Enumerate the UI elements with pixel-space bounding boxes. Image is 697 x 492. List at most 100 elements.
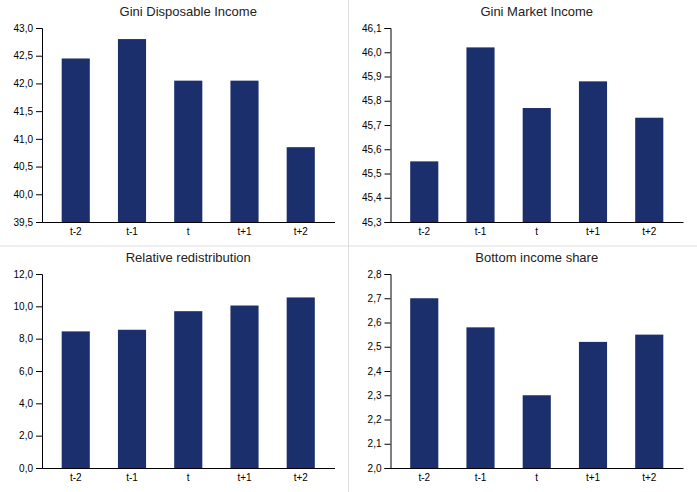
y-tick: 2,3 bbox=[368, 390, 391, 401]
tick-mark bbox=[36, 83, 42, 84]
bar bbox=[118, 330, 146, 468]
y-tick: 39,5 bbox=[14, 217, 42, 228]
x-tick: t+2 bbox=[294, 226, 309, 237]
tick-label: t+2 bbox=[294, 226, 309, 237]
x-tick: t bbox=[187, 226, 190, 237]
tick-label: 2,7 bbox=[368, 293, 382, 304]
bar bbox=[635, 335, 663, 468]
axis-line bbox=[43, 468, 336, 469]
axis-line bbox=[36, 275, 43, 469]
tick-mark bbox=[385, 28, 391, 29]
bars bbox=[62, 297, 315, 468]
tick-label: 2,8 bbox=[368, 269, 382, 280]
chart-root: 39,540,040,541,041,542,042,543,0t-2t-1tt… bbox=[0, 0, 697, 492]
tick-mark bbox=[385, 174, 391, 175]
tick-mark bbox=[36, 468, 42, 469]
tick-label: 2,0 bbox=[368, 463, 382, 474]
tick-mark bbox=[385, 371, 391, 372]
tick-label: t+1 bbox=[586, 226, 601, 237]
tick-label: 12,0 bbox=[14, 269, 34, 280]
bar bbox=[230, 81, 258, 222]
y-axis: 2,02,12,22,32,42,52,62,72,8 bbox=[368, 269, 391, 474]
y-tick: 42,5 bbox=[14, 50, 42, 61]
bar bbox=[230, 306, 258, 468]
title: Gini Disposable Income bbox=[120, 4, 257, 19]
y-tick: 45,3 bbox=[362, 217, 390, 228]
y-tick: 40,0 bbox=[14, 189, 42, 200]
x-tick: t+2 bbox=[294, 472, 309, 483]
tick-label: 2,2 bbox=[368, 414, 382, 425]
tick-label: t+2 bbox=[642, 472, 657, 483]
tick-label: t-2 bbox=[70, 472, 82, 483]
tick-label: 41,0 bbox=[14, 134, 34, 145]
tick-label: 0,0 bbox=[19, 463, 33, 474]
title: Bottom income share bbox=[475, 250, 598, 265]
separator bbox=[0, 246, 697, 247]
y-tick: 2,2 bbox=[368, 414, 391, 425]
y-tick: 2,6 bbox=[368, 317, 391, 328]
tick-mark bbox=[36, 403, 42, 404]
axis-line bbox=[391, 222, 684, 223]
y-tick: 45,9 bbox=[362, 71, 390, 82]
y-tick: 2,4 bbox=[368, 366, 391, 377]
tick-label: 39,5 bbox=[14, 217, 34, 228]
bar bbox=[174, 311, 202, 468]
tick-mark bbox=[385, 222, 391, 223]
y-tick: 42,0 bbox=[14, 78, 42, 89]
tick-label: 42,0 bbox=[14, 78, 34, 89]
tick-mark bbox=[385, 444, 391, 445]
y-tick: 2,7 bbox=[368, 293, 391, 304]
tick-mark bbox=[36, 274, 42, 275]
tick-label: t bbox=[535, 472, 538, 483]
x-tick: t-1 bbox=[126, 226, 138, 237]
y-tick: 45,4 bbox=[362, 192, 390, 203]
tick-mark bbox=[385, 149, 391, 150]
y-tick: 45,6 bbox=[362, 144, 390, 155]
tick-mark bbox=[385, 298, 391, 299]
bar bbox=[287, 297, 315, 468]
tick-mark bbox=[385, 52, 391, 53]
tick-label: 46,1 bbox=[362, 23, 382, 34]
axis-line bbox=[385, 29, 392, 223]
x-axis: t-2t-1tt+1t+2 bbox=[43, 469, 336, 484]
tick-label: 2,0 bbox=[19, 430, 33, 441]
tick-label: t+1 bbox=[586, 472, 601, 483]
x-tick: t+1 bbox=[586, 226, 601, 237]
tick-mark bbox=[385, 347, 391, 348]
x-tick: t+2 bbox=[642, 472, 657, 483]
x-tick: t-2 bbox=[418, 472, 430, 483]
y-tick: 10,0 bbox=[14, 301, 42, 312]
bar bbox=[523, 108, 551, 222]
title: Gini Market Income bbox=[480, 4, 593, 19]
bar bbox=[635, 118, 663, 222]
y-tick: 2,0 bbox=[368, 463, 391, 474]
x-axis: t-2 t-1 t t+1 t+2 bbox=[391, 469, 684, 484]
tick-label: 2,3 bbox=[368, 390, 382, 401]
axis-line bbox=[43, 222, 336, 223]
bars bbox=[410, 47, 663, 222]
tick-label: 45,4 bbox=[362, 192, 382, 203]
bar bbox=[579, 342, 607, 468]
tick-mark bbox=[36, 28, 42, 29]
tick-label: t-1 bbox=[126, 472, 138, 483]
x-tick: t-1 bbox=[475, 472, 487, 483]
x-tick: t+1 bbox=[237, 472, 252, 483]
x-tick: t-1 bbox=[475, 226, 487, 237]
y-tick: 45,8 bbox=[362, 95, 390, 106]
tick-label: t-2 bbox=[418, 472, 430, 483]
x-axis: t-2t-1tt+1t+2 bbox=[43, 223, 336, 238]
panel: 0,02,04,06,08,010,012,0t-2t-1tt+1t+2Rela… bbox=[14, 250, 335, 483]
tick-mark bbox=[385, 468, 391, 469]
tick-label: 10,0 bbox=[14, 301, 34, 312]
x-tick: t bbox=[535, 472, 538, 483]
tick-mark bbox=[385, 274, 391, 275]
tick-label: t+2 bbox=[642, 226, 657, 237]
y-tick: 40,5 bbox=[14, 161, 42, 172]
tick-label: 2,5 bbox=[368, 341, 382, 352]
tick-label: 45,8 bbox=[362, 95, 382, 106]
tick-mark bbox=[36, 436, 42, 437]
tick-mark bbox=[385, 101, 391, 102]
bar bbox=[466, 47, 494, 222]
y-tick: 6,0 bbox=[19, 366, 42, 377]
y-tick: 41,0 bbox=[14, 134, 42, 145]
